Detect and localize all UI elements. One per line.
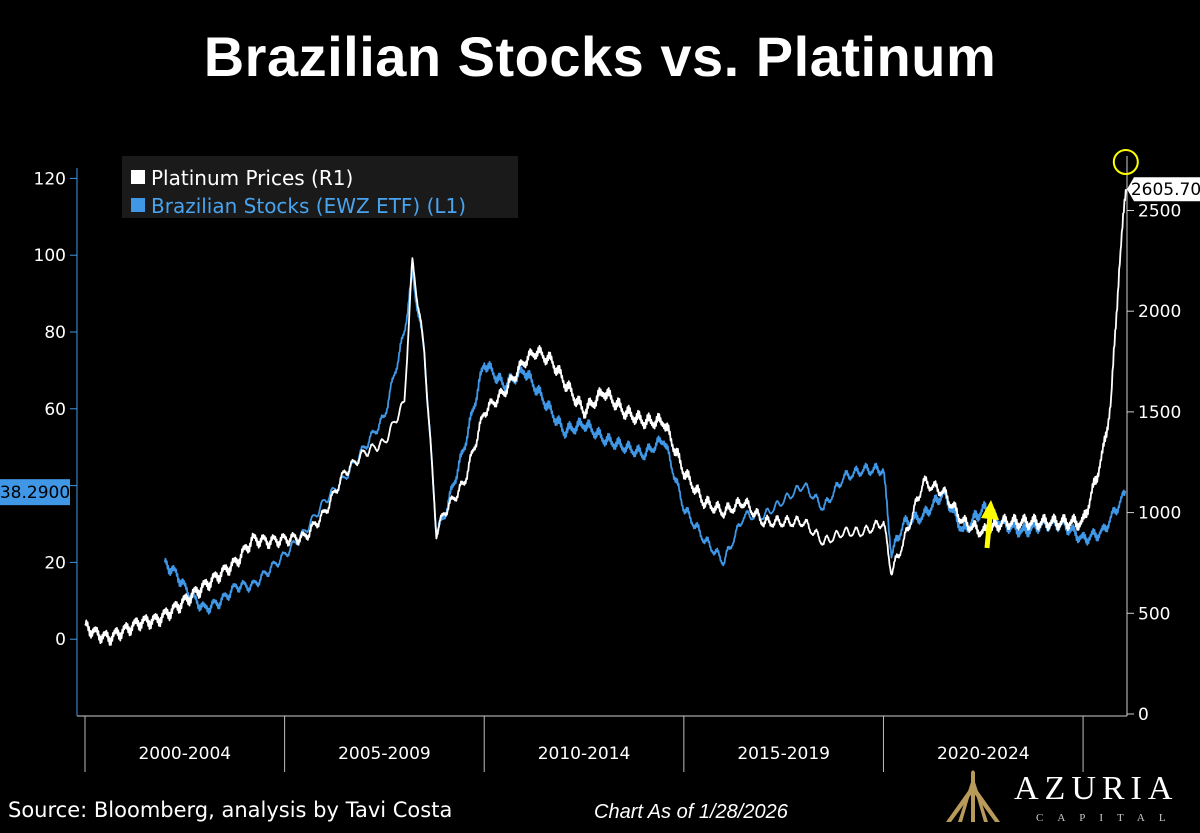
left-last-value-label: 38.2900 xyxy=(0,483,70,503)
x-tick-label: 2000-2004 xyxy=(138,744,231,764)
up-arrow-icon xyxy=(981,500,999,520)
left-tick-label: 100 xyxy=(34,246,66,266)
right-tick-label: 1000 xyxy=(1138,504,1181,524)
legend-swatch-platinum xyxy=(131,170,145,184)
annotations xyxy=(981,149,1139,549)
legend-background xyxy=(122,156,518,218)
legend-swatch-ewz xyxy=(131,198,145,212)
series-layer xyxy=(84,189,1127,646)
series-line-platinum xyxy=(84,189,1127,646)
source-note: Source: Bloomberg, analysis by Tavi Cost… xyxy=(8,798,453,822)
chart-axes xyxy=(76,156,1128,717)
x-tick-label: 2005-2009 xyxy=(338,744,431,764)
left-tick-label: 80 xyxy=(44,323,66,343)
x-axis-labels: 2000-2004 2005-2009 2010-2014 2015-2019 2020… xyxy=(84,716,1084,772)
right-last-value-label: 2605.70 xyxy=(1131,180,1200,200)
left-tick-label: 60 xyxy=(44,400,66,420)
x-tick-label: 2015-2019 xyxy=(737,744,830,764)
left-tick-label: 120 xyxy=(34,169,66,189)
logo-name: AZURIA xyxy=(1014,770,1179,807)
left-y-axis: 0 20 60 80 100 120 38.2900 xyxy=(0,169,77,650)
as-of-date: Chart As of 1/28/2026 xyxy=(594,801,788,823)
left-tick-label: 0 xyxy=(55,630,66,650)
right-tick-label: 0 xyxy=(1138,705,1149,725)
up-arrow-shaft xyxy=(984,515,993,549)
series-line-ewz xyxy=(163,269,1127,615)
right-last-value-badge xyxy=(1127,177,1200,202)
page-title: Brazilian Stocks vs. Platinum xyxy=(203,25,997,88)
legend-label-ewz: Brazilian Stocks (EWZ ETF) (L1) xyxy=(151,194,466,218)
logo-subtitle: CAPITAL xyxy=(1036,812,1180,824)
right-tick-label: 2500 xyxy=(1138,201,1181,221)
logo-mark-icon xyxy=(946,770,1000,822)
chart-legend: Platinum Prices (R1) Brazilian Stocks (E… xyxy=(122,156,518,218)
right-tick-label: 1500 xyxy=(1138,403,1181,423)
peak-highlight-circle xyxy=(1112,149,1139,175)
x-tick-label: 2020-2024 xyxy=(937,744,1030,764)
x-tick-label: 2010-2014 xyxy=(538,744,631,764)
right-tick-label: 500 xyxy=(1138,604,1170,624)
dual-axis-line-chart: 2000-2004 2005-2009 2010-2014 2015-2019 2020… xyxy=(0,149,1200,772)
right-tick-label: 2000 xyxy=(1138,302,1181,322)
left-tick-label: 20 xyxy=(44,553,66,573)
azuria-capital-logo: AZURIA CAPITAL xyxy=(938,766,1188,826)
left-last-value-badge xyxy=(0,479,70,506)
legend-label-platinum: Platinum Prices (R1) xyxy=(151,166,353,190)
